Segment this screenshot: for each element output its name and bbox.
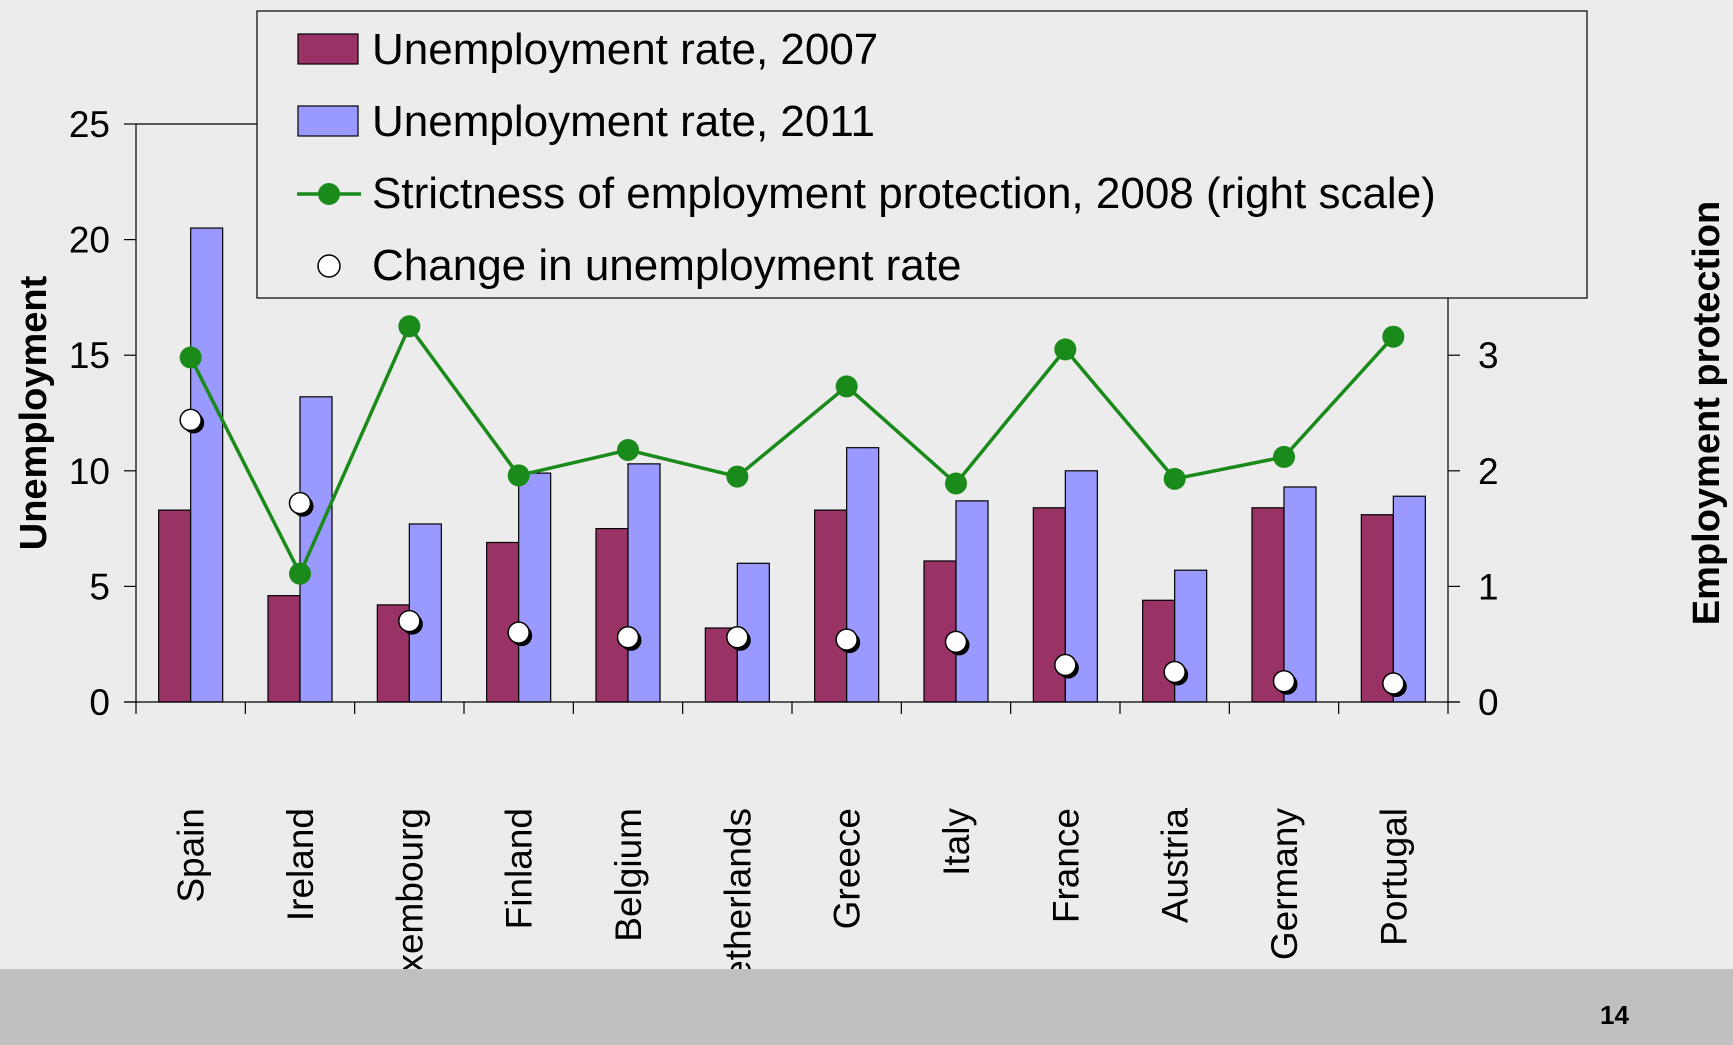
- y-tick-label: 5: [89, 566, 110, 607]
- legend-swatch-2011: [297, 105, 359, 137]
- change-point: [1272, 669, 1296, 693]
- protection-point: [726, 465, 749, 488]
- x-tick-label: Portugal: [1373, 808, 1414, 946]
- y2-tick-label: 3: [1478, 335, 1499, 376]
- y-tick-label: 20: [69, 220, 110, 261]
- x-tick-label: Italy: [936, 808, 977, 876]
- y2-axis-title: Employment protection: [1686, 201, 1728, 625]
- legend-box: [256, 10, 1588, 299]
- y-tick-label: 25: [69, 104, 110, 145]
- page-number: 14: [1600, 1000, 1629, 1030]
- change-point: [1054, 653, 1077, 677]
- y2-tick-label: 1: [1478, 566, 1499, 607]
- bar-2011: [518, 472, 552, 703]
- protection-point: [1163, 467, 1186, 490]
- legend-label: Change in unemployment rate: [372, 241, 961, 290]
- legend-marker-change: [317, 254, 341, 278]
- bar-2007: [158, 509, 192, 703]
- bar-2007: [1251, 507, 1285, 703]
- legend-label: Strictness of employment protection, 200…: [372, 169, 1436, 218]
- change-point: [507, 621, 530, 644]
- bar-2011: [190, 227, 224, 703]
- protection-point: [289, 562, 311, 585]
- protection-point: [1382, 325, 1405, 348]
- legend-marker-protection: [318, 183, 340, 205]
- legend-label: Unemployment rate, 2011: [372, 97, 875, 146]
- axes: 0510152025012345SpainIrelandLuxembourgFi…: [13, 104, 1728, 1014]
- bar-2007: [923, 560, 957, 703]
- change-point: [288, 491, 312, 515]
- change-point: [726, 626, 749, 649]
- bar-2007: [1142, 599, 1176, 703]
- bar-2011: [955, 500, 989, 703]
- change-point: [179, 408, 202, 432]
- bar-2011: [1392, 495, 1426, 703]
- x-tick-label: Belgium: [608, 808, 649, 942]
- bar-2011: [627, 463, 661, 703]
- x-tick-label: Greece: [827, 808, 868, 929]
- y-tick-label: 0: [89, 682, 110, 723]
- bar-2007: [814, 509, 848, 703]
- y2-tick-label: 2: [1478, 451, 1499, 492]
- y-tick-label: 15: [69, 335, 110, 376]
- y2-tick-label: 0: [1478, 682, 1499, 723]
- protection-point: [398, 315, 421, 338]
- protection-point: [945, 472, 967, 495]
- y-tick-label: 10: [69, 451, 110, 492]
- bar-2011: [846, 447, 880, 703]
- legend-swatch-2007: [297, 33, 359, 65]
- bar-2011: [299, 396, 333, 703]
- x-tick-label: Germany: [1264, 808, 1305, 961]
- protection-point: [1054, 338, 1077, 361]
- bar-2007: [595, 527, 629, 703]
- x-tick-label: Ireland: [280, 808, 321, 921]
- protection-point: [179, 346, 202, 369]
- x-tick-label: Finland: [499, 808, 540, 929]
- legend: Unemployment rate, 2007 Unemployment rate…: [256, 10, 1588, 299]
- protection-point: [617, 438, 639, 461]
- protection-point: [835, 375, 858, 398]
- change-point: [398, 609, 421, 633]
- change-point: [1163, 660, 1186, 684]
- x-tick-label: Spain: [171, 808, 212, 903]
- bar-2011: [1283, 486, 1317, 703]
- change-point: [616, 626, 640, 649]
- protection-line: [189, 322, 1395, 578]
- y-axis-title: Unemployment: [13, 275, 55, 550]
- legend-label: Unemployment rate, 2007: [372, 25, 878, 74]
- protection-point: [507, 464, 530, 487]
- change-point: [835, 628, 858, 651]
- protection-point: [1273, 445, 1295, 468]
- bar-2007: [486, 541, 520, 703]
- x-tick-label: Austria: [1155, 808, 1196, 924]
- x-tick-label: France: [1045, 808, 1086, 923]
- change-point: [944, 630, 968, 654]
- footer-bar: [0, 969, 1733, 1045]
- bar-2007: [267, 595, 301, 703]
- change-point: [1382, 672, 1405, 695]
- plot-area: [158, 227, 1426, 703]
